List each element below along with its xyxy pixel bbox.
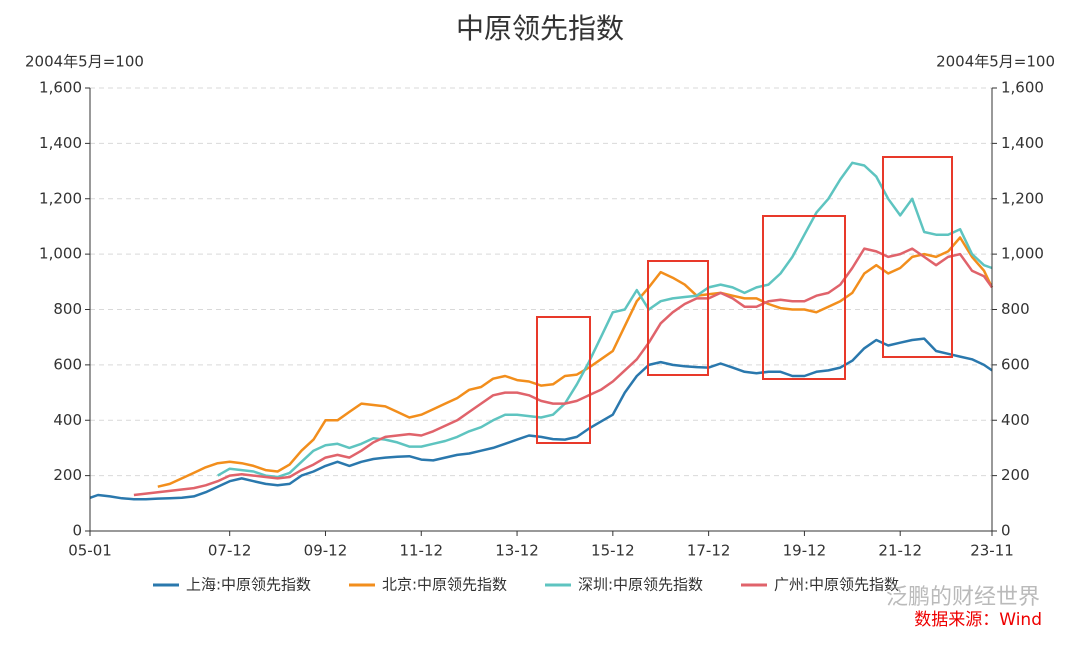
legend-label: 深圳:中原领先指数 — [578, 576, 703, 594]
chart-title: 中原领先指数 — [456, 12, 624, 45]
legend-label: 广州:中原领先指数 — [774, 576, 899, 594]
x-tick-label: 17-12 — [687, 542, 731, 560]
y2-tick-label: 400 — [1001, 411, 1030, 429]
series-line — [133, 247, 994, 497]
y2-tick-label: 200 — [1001, 466, 1030, 484]
series-line — [89, 337, 993, 501]
y2-tick-label: 1,200 — [1001, 189, 1044, 207]
x-tick-label: 05-01 — [68, 542, 112, 560]
y2-tick-label: 0 — [1001, 522, 1011, 540]
plot — [89, 161, 994, 501]
y-tick-label: 1,200 — [39, 189, 82, 207]
y2-tick-label: 800 — [1001, 300, 1030, 318]
highlight-box — [762, 215, 846, 380]
highlight-box — [536, 316, 591, 444]
y-tick-label: 200 — [53, 466, 82, 484]
highlight-box — [647, 260, 709, 376]
source-note: 数据来源：Wind — [914, 610, 1042, 630]
y2-axis-label: 2004年5月=100 — [936, 53, 1055, 71]
y2-tick-label: 1,400 — [1001, 134, 1044, 152]
y2-tick-label: 1,600 — [1001, 79, 1044, 97]
y-tick-label: 0 — [72, 522, 82, 540]
y-tick-label: 800 — [53, 300, 82, 318]
x-tick-label: 21-12 — [878, 542, 922, 560]
y-axis-label: 2004年5月=100 — [25, 53, 144, 71]
x-tick-label: 07-12 — [208, 542, 252, 560]
y2-tick-label: 600 — [1001, 355, 1030, 373]
y-tick-label: 400 — [53, 411, 82, 429]
series-line — [217, 161, 993, 479]
x-tick-label: 13-12 — [495, 542, 539, 560]
x-tick-label: 19-12 — [783, 542, 827, 560]
legend: 上海:中原领先指数 北京:中原领先指数 深圳:中原领先指数 广州:中原领先指数 — [153, 576, 899, 594]
x-tick-label: 23-11 — [970, 542, 1014, 560]
series-line — [157, 236, 994, 488]
highlight-box — [882, 156, 953, 358]
grid — [90, 87, 992, 477]
y-tick-label: 1,400 — [39, 134, 82, 152]
legend-label: 北京:中原领先指数 — [382, 576, 507, 594]
y2-tick-label: 1,000 — [1001, 245, 1044, 263]
y-tick-label: 1,600 — [39, 79, 82, 97]
x-tick-label: 11-12 — [399, 542, 443, 560]
x-tick-label: 09-12 — [304, 542, 348, 560]
watermark: 泛鹏的财经世界 — [886, 585, 1040, 610]
legend-label: 上海:中原领先指数 — [186, 576, 311, 594]
y-tick-label: 600 — [53, 355, 82, 373]
y-tick-label: 1,000 — [39, 245, 82, 263]
x-tick-label: 15-12 — [591, 542, 635, 560]
